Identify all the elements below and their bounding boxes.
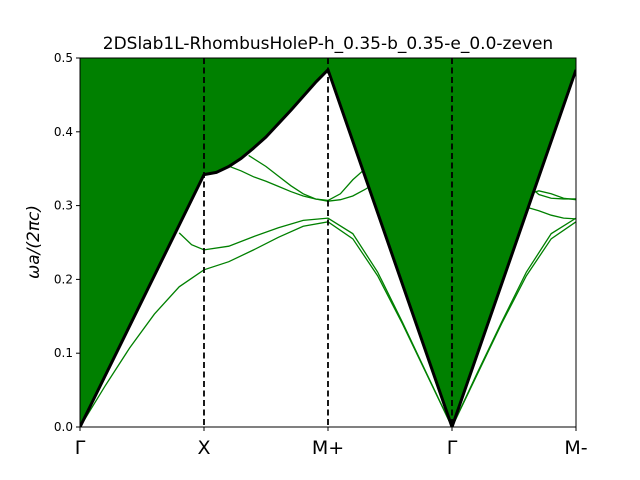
y-tick-label: 0.3 (54, 199, 73, 213)
plot-area: 0.0 0.1 0.2 0.3 0.4 0.5 Γ X M+ Γ M- (54, 51, 588, 459)
band-line-3 (248, 154, 378, 202)
band-line-4 (223, 163, 366, 202)
y-tick-label: 0.5 (54, 51, 73, 65)
y-tick-label: 0.0 (54, 420, 73, 434)
y-tick-label: 0.2 (54, 272, 73, 286)
x-tick-label: Γ (75, 437, 86, 459)
chart-title: 2DSlab1L-RhombusHoleP-h_0.35-b_0.35-e_0.… (103, 34, 553, 54)
band-line-7 (520, 204, 576, 220)
light-line (80, 68, 576, 427)
band-line-6 (528, 190, 576, 201)
y-axis-label: ωa/(2πc) (24, 205, 44, 279)
y-tick-label: 0.1 (54, 346, 73, 360)
x-tick-label: M+ (312, 437, 344, 459)
x-tick-label: Γ (447, 437, 458, 459)
x-tick-label: M- (564, 437, 587, 459)
x-tick-label: X (197, 437, 210, 459)
y-tick-label: 0.4 (54, 125, 73, 139)
band-line-2 (178, 217, 576, 427)
